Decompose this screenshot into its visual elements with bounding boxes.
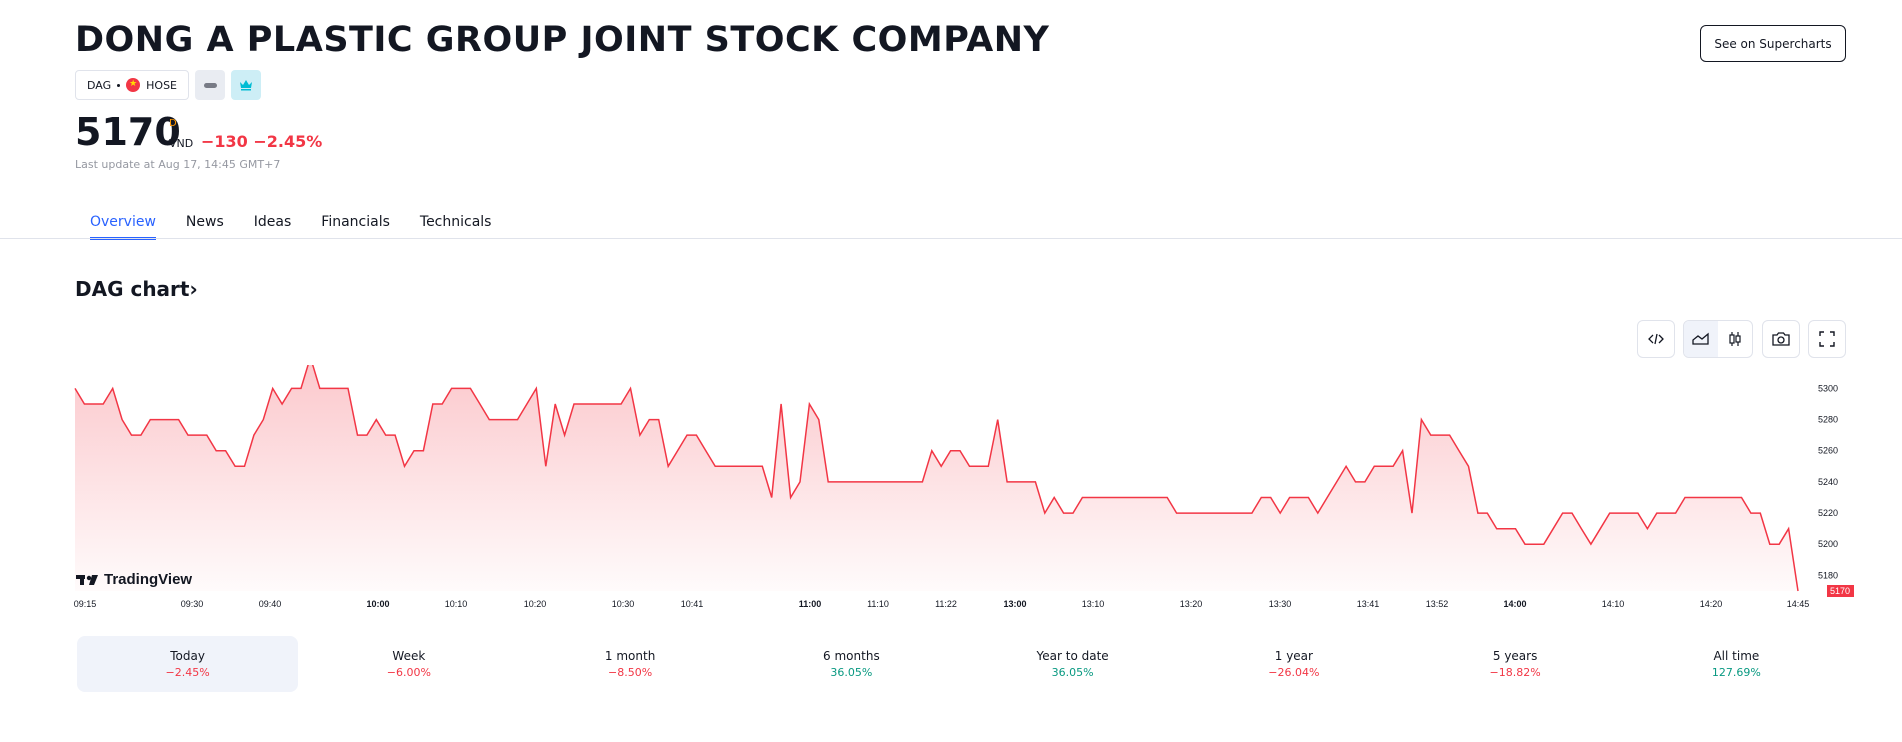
y-tick-label: 5300 <box>1818 383 1838 393</box>
x-tick-label: 09:30 <box>181 599 204 609</box>
period-1-month[interactable]: 1 month −8.50% <box>520 636 741 692</box>
price-delay-flag: D <box>169 118 177 129</box>
symbol-label: DAG <box>87 78 112 92</box>
period-label: 1 year <box>1274 649 1313 663</box>
candles-icon <box>1729 332 1741 346</box>
last-price: 5170 <box>75 110 181 154</box>
exchange-label: HOSE <box>146 78 178 92</box>
period-label: Week <box>392 649 426 663</box>
period-value: −8.50% <box>608 666 653 679</box>
tab-ideas[interactable]: Ideas <box>253 214 292 230</box>
y-tick-label: 5260 <box>1818 446 1838 456</box>
x-tick-label: 13:20 <box>1180 599 1203 609</box>
x-tick-label: 14:10 <box>1602 599 1625 609</box>
period-value: −2.45% <box>165 666 210 679</box>
x-tick-label: 10:30 <box>612 599 635 609</box>
x-tick-label: 11:00 <box>799 599 822 609</box>
chart-heading-link[interactable]: DAG chart› <box>75 277 198 301</box>
y-tick-label: 5200 <box>1818 539 1838 549</box>
x-tick-label: 13:30 <box>1269 599 1292 609</box>
period-value: 36.05% <box>830 666 873 679</box>
period-year-to-date[interactable]: Year to date 36.05% <box>962 636 1183 692</box>
x-tick-label: 10:41 <box>681 599 704 609</box>
crown-icon <box>240 80 253 91</box>
embed-code-button[interactable] <box>1637 320 1675 358</box>
period-5-years[interactable]: 5 years −18.82% <box>1405 636 1626 692</box>
x-tick-label: 11:10 <box>867 599 889 609</box>
period-all-time[interactable]: All time 127.69% <box>1626 636 1847 692</box>
x-tick-label: 14:20 <box>1700 599 1723 609</box>
price-change: −130 −2.45% <box>201 132 323 151</box>
x-tick-label: 11:22 <box>935 599 957 609</box>
period-value: 127.69% <box>1711 666 1761 679</box>
price-series-line <box>74 365 1799 592</box>
period-label: 5 years <box>1492 649 1538 663</box>
tab-overview[interactable]: Overview <box>90 210 156 240</box>
x-tick-label: 10:20 <box>524 599 547 609</box>
y-tick-label: 5220 <box>1818 508 1838 518</box>
camera-icon <box>1772 332 1790 346</box>
snapshot-button[interactable] <box>1762 320 1800 358</box>
tabs-divider <box>0 238 1902 239</box>
period-value: −18.82% <box>1489 666 1541 679</box>
price-currency: VND <box>169 137 194 150</box>
symbol-badges: DAG HOSE <box>75 70 262 100</box>
period-value: −26.04% <box>1268 666 1320 679</box>
y-tick-label: 5180 <box>1818 570 1838 580</box>
x-tick-label: 14:00 <box>1503 599 1526 609</box>
period-label: 1 month <box>604 649 656 663</box>
chart-style-toggle[interactable] <box>1683 320 1753 358</box>
tradingview-watermark[interactable]: TradingView <box>76 571 192 588</box>
period-label: Today <box>170 649 205 663</box>
x-tick-label: 09:40 <box>259 599 282 609</box>
tab-news[interactable]: News <box>185 214 224 230</box>
area-chart-button[interactable] <box>1684 321 1718 357</box>
fullscreen-icon <box>1819 331 1835 347</box>
x-tick-label: 14:45 <box>1787 599 1810 609</box>
last-value-label: 5170 <box>1830 586 1850 596</box>
x-tick-label: 13:00 <box>1003 599 1026 609</box>
x-tick-label: 13:52 <box>1426 599 1449 609</box>
period-1-year[interactable]: 1 year −26.04% <box>1183 636 1404 692</box>
x-tick-label: 13:10 <box>1082 599 1105 609</box>
x-tick-label: 13:41 <box>1357 599 1380 609</box>
y-tick-label: 5240 <box>1818 477 1838 487</box>
chevron-right-icon: › <box>189 277 198 301</box>
price-chart[interactable]: TradingView 5300 5280 5260 5240 5220 5200 5180… <box>0 365 1902 615</box>
crown-badge[interactable] <box>231 70 262 100</box>
company-title: DONG A PLASTIC GROUP JOINT STOCK COMPANY <box>75 20 1050 60</box>
page-tabs: Overview News Ideas Financials Technical… <box>75 210 506 240</box>
x-tick-label: 09:15 <box>74 599 97 609</box>
separator-dot <box>117 83 121 87</box>
x-tick-label: 10:10 <box>445 599 468 609</box>
candles-button[interactable] <box>1718 321 1752 357</box>
area-chart-icon <box>1692 332 1709 345</box>
vietnam-flag-icon <box>126 77 141 92</box>
period-label: 6 months <box>823 649 880 663</box>
performance-periods: Today −2.45% Week −6.00% 1 month −8.50% … <box>77 636 1847 692</box>
last-update-text: Last update at Aug 17, 14:45 GMT+7 <box>75 158 281 171</box>
market-status-badge[interactable] <box>195 70 226 100</box>
period-6-months[interactable]: 6 months 36.05% <box>741 636 962 692</box>
period-label: All time <box>1713 649 1760 663</box>
last-value-marker <box>1827 585 1854 597</box>
price-area-fill <box>75 365 1798 591</box>
fullscreen-button[interactable] <box>1808 320 1846 358</box>
tradingview-wordmark: TradingView <box>104 571 192 588</box>
embed-code-icon <box>1648 333 1664 345</box>
period-week[interactable]: Week −6.00% <box>298 636 519 692</box>
tab-financials[interactable]: Financials <box>321 214 390 230</box>
y-tick-label: 5280 <box>1818 415 1838 425</box>
period-value: 36.05% <box>1051 666 1094 679</box>
x-tick-label: 10:00 <box>366 599 389 609</box>
period-label: Year to date <box>1036 649 1109 663</box>
symbol-exchange-badge[interactable]: DAG HOSE <box>75 70 190 100</box>
tradingview-logo-icon <box>76 575 98 585</box>
see-on-supercharts-button[interactable]: See on Supercharts <box>1700 25 1846 62</box>
tab-technicals[interactable]: Technicals <box>419 214 492 230</box>
period-today[interactable]: Today −2.45% <box>77 636 299 692</box>
minus-icon <box>203 82 217 88</box>
chart-heading-label: DAG chart <box>75 277 190 301</box>
period-value: −6.00% <box>386 666 431 679</box>
